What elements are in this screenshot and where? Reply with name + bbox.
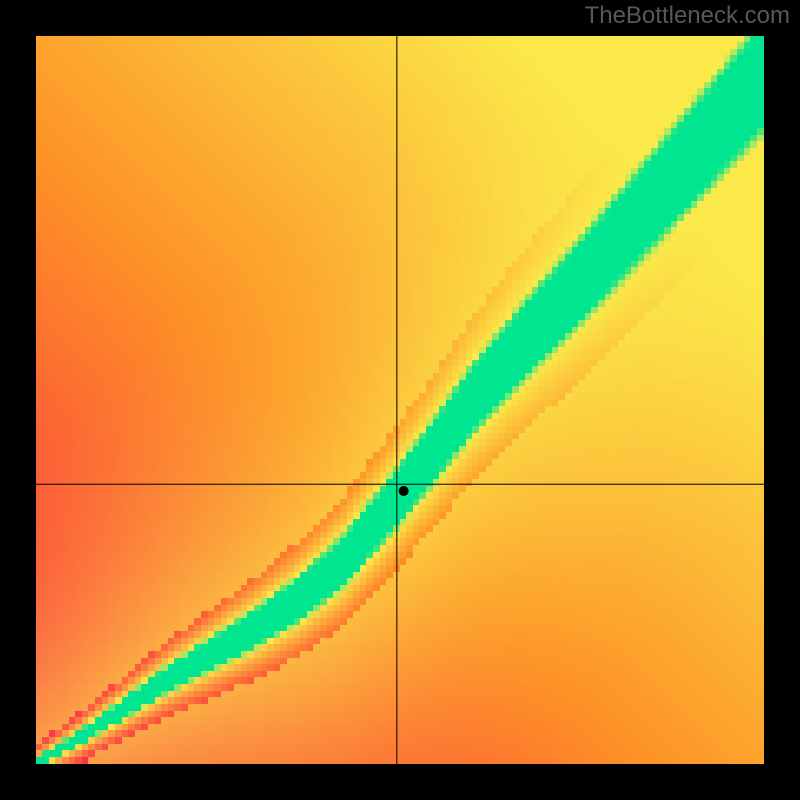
plot-area [36,36,764,764]
watermark-text: TheBottleneck.com [585,2,790,30]
heatmap-canvas [36,36,764,764]
chart-container: TheBottleneck.com [0,0,800,800]
